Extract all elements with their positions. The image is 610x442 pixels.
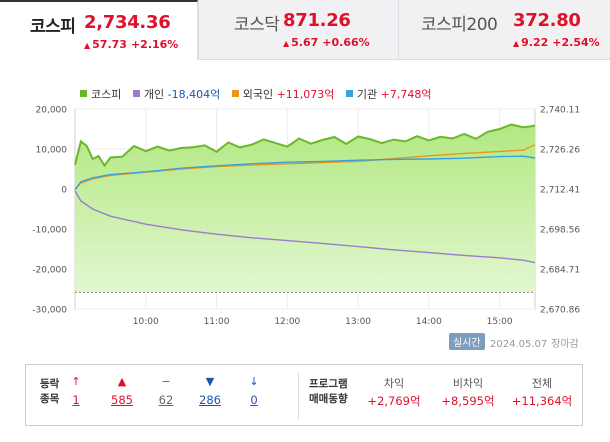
tab-kosdaq[interactable]: 코스닥 871.26 ▲ 5.67 +0.66%: [198, 0, 398, 60]
market-closed-text: 장마감: [551, 339, 579, 350]
divider: [298, 373, 299, 419]
institution-line: [74, 155, 536, 191]
unchanged-icon: −: [161, 375, 171, 388]
y-left-tick-label: -20,000: [32, 266, 67, 276]
y-left-tick-label: 10,000: [36, 146, 68, 156]
breadth-count-link[interactable]: 62: [158, 393, 174, 407]
tab-value: 2,734.36: [84, 12, 171, 33]
x-tick-label: 10:00: [133, 317, 159, 327]
realtime-badge[interactable]: 실시간: [449, 333, 485, 350]
up-triangle-icon: ▲: [513, 39, 520, 48]
breadth-count-link[interactable]: 585: [111, 393, 133, 407]
tab-change: ▲ 5.67 +0.66%: [283, 36, 370, 49]
program-column-header: 비차익: [452, 377, 484, 390]
legend-value: +11,073억: [276, 88, 335, 101]
tab-change: ▲ 9.22 +2.54%: [513, 36, 600, 49]
upper-limit-icon: ↑: [71, 375, 81, 388]
y-left-tick-label: -10,000: [32, 226, 67, 236]
change-percent: +0.66%: [322, 36, 370, 49]
investor-lines: [74, 144, 536, 264]
date-text: 2024.05.07: [490, 339, 548, 350]
x-tick-label: 13:00: [345, 317, 371, 327]
legend-label: 개인: [143, 88, 165, 101]
individual-line: [74, 190, 536, 264]
legend-swatch: [345, 90, 353, 97]
legend-swatch: [231, 90, 239, 97]
y-right-tick-label: 2,726.26: [540, 146, 580, 156]
program-label-2: 매매동향: [309, 393, 348, 405]
tab-kospi[interactable]: 코스피 2,734.36 ▲ 57.73 +2.16%: [0, 0, 198, 60]
foreign-line: [74, 144, 536, 190]
breadth-count-link[interactable]: 286: [199, 393, 221, 407]
change-percent: +2.54%: [552, 36, 600, 49]
breadth-label: 등락 종목: [40, 377, 59, 407]
change-value: 5.67: [291, 36, 319, 49]
breadth-label-2: 종목: [40, 393, 60, 405]
change-value: 9.22: [521, 36, 549, 49]
fall-icon: ▼: [205, 375, 215, 388]
breadth-count-link[interactable]: 0: [250, 393, 258, 407]
tab-value: 372.80: [513, 10, 581, 31]
program-label: 프로그램 매매동향: [309, 377, 348, 407]
y-right-tick-label: 2,684.71: [540, 266, 580, 276]
legend-kospi[interactable]: 코스피: [80, 88, 121, 101]
tab-name: 코스닥: [234, 15, 280, 35]
breadth-label-1: 등락: [40, 378, 60, 390]
program-column-value: +2,769억: [367, 394, 421, 408]
change-value: 57.73: [92, 38, 127, 51]
y-right-tick-label: 2,740.11: [540, 106, 580, 116]
y-left-tick-label: 0: [61, 186, 67, 196]
legend-value: +7,748억: [380, 88, 432, 101]
breadth-count-link[interactable]: 1: [72, 393, 80, 407]
x-tick-label: 11:00: [204, 317, 230, 327]
legend-label: 코스피: [91, 88, 122, 101]
intraday-chart: 20,000 10,000 0 -10,000 -20,000 -30,000 2,740.…: [32, 106, 580, 328]
tab-name: 코스피: [30, 17, 76, 37]
legend-swatch: [132, 90, 140, 97]
y-right-tick-label: 2,670.86: [540, 306, 580, 316]
program-column-header: 전체: [531, 377, 553, 390]
program-label-1: 프로그램: [309, 378, 348, 390]
tab-kospi200[interactable]: 코스피200 372.80 ▲ 9.22 +2.54%: [398, 0, 610, 60]
rise-icon: ▲: [117, 375, 127, 388]
legend-swatch: [80, 90, 87, 97]
legend-individual[interactable]: 개인 -18,404억: [132, 88, 221, 101]
y-left-tick-label: 20,000: [36, 106, 68, 116]
up-triangle-icon: ▲: [283, 39, 290, 48]
x-tick-label: 14:00: [416, 317, 442, 327]
program-column-value: +8,595억: [441, 394, 495, 408]
lower-limit-icon: ↓: [249, 375, 259, 388]
kospi-line: [74, 123, 536, 168]
change-percent: +2.16%: [130, 38, 179, 51]
legend-label: 외국인: [242, 88, 274, 101]
tab-value: 871.26: [283, 10, 351, 31]
status-date: 2024.05.07 장마감: [490, 335, 579, 350]
x-tick-label: 15:00: [487, 317, 513, 327]
legend-label: 기관: [356, 88, 378, 101]
kospi-area-fill: [75, 124, 535, 293]
program-column-header: 차익: [383, 377, 405, 390]
chart-legend: 코스피 개인 -18,404억 외국인 +11,073억 기관 +7,748억: [80, 86, 440, 102]
y-right-tick-label: 2,698.56: [540, 226, 580, 236]
y-left-tick-label: -30,000: [32, 306, 67, 316]
legend-foreign[interactable]: 외국인 +11,073억: [231, 88, 335, 101]
chart-axes: 20,000 10,000 0 -10,000 -20,000 -30,000 2,740.…: [32, 106, 580, 328]
legend-institution[interactable]: 기관 +7,748억: [345, 88, 432, 101]
up-triangle-icon: ▲: [84, 41, 91, 50]
market-summary-box: 등락 종목 ↑ 1 ▲ 585 − 62 ▼ 286 ↓ 0 프로그램 매매동향 차익 +2,769…: [25, 364, 583, 426]
tab-change: ▲ 57.73 +2.16%: [84, 38, 178, 51]
legend-value: -18,404억: [167, 88, 221, 101]
y-right-tick-label: 2,712.41: [540, 186, 580, 196]
kospi-area: [74, 123, 536, 293]
program-column-value: +11,364억: [511, 394, 573, 408]
x-tick-label: 12:00: [274, 317, 300, 327]
tab-name: 코스피200: [421, 15, 498, 35]
index-tabs: 코스피 2,734.36 ▲ 57.73 +2.16% 코스닥 871.26 ▲ 5.…: [0, 0, 610, 61]
